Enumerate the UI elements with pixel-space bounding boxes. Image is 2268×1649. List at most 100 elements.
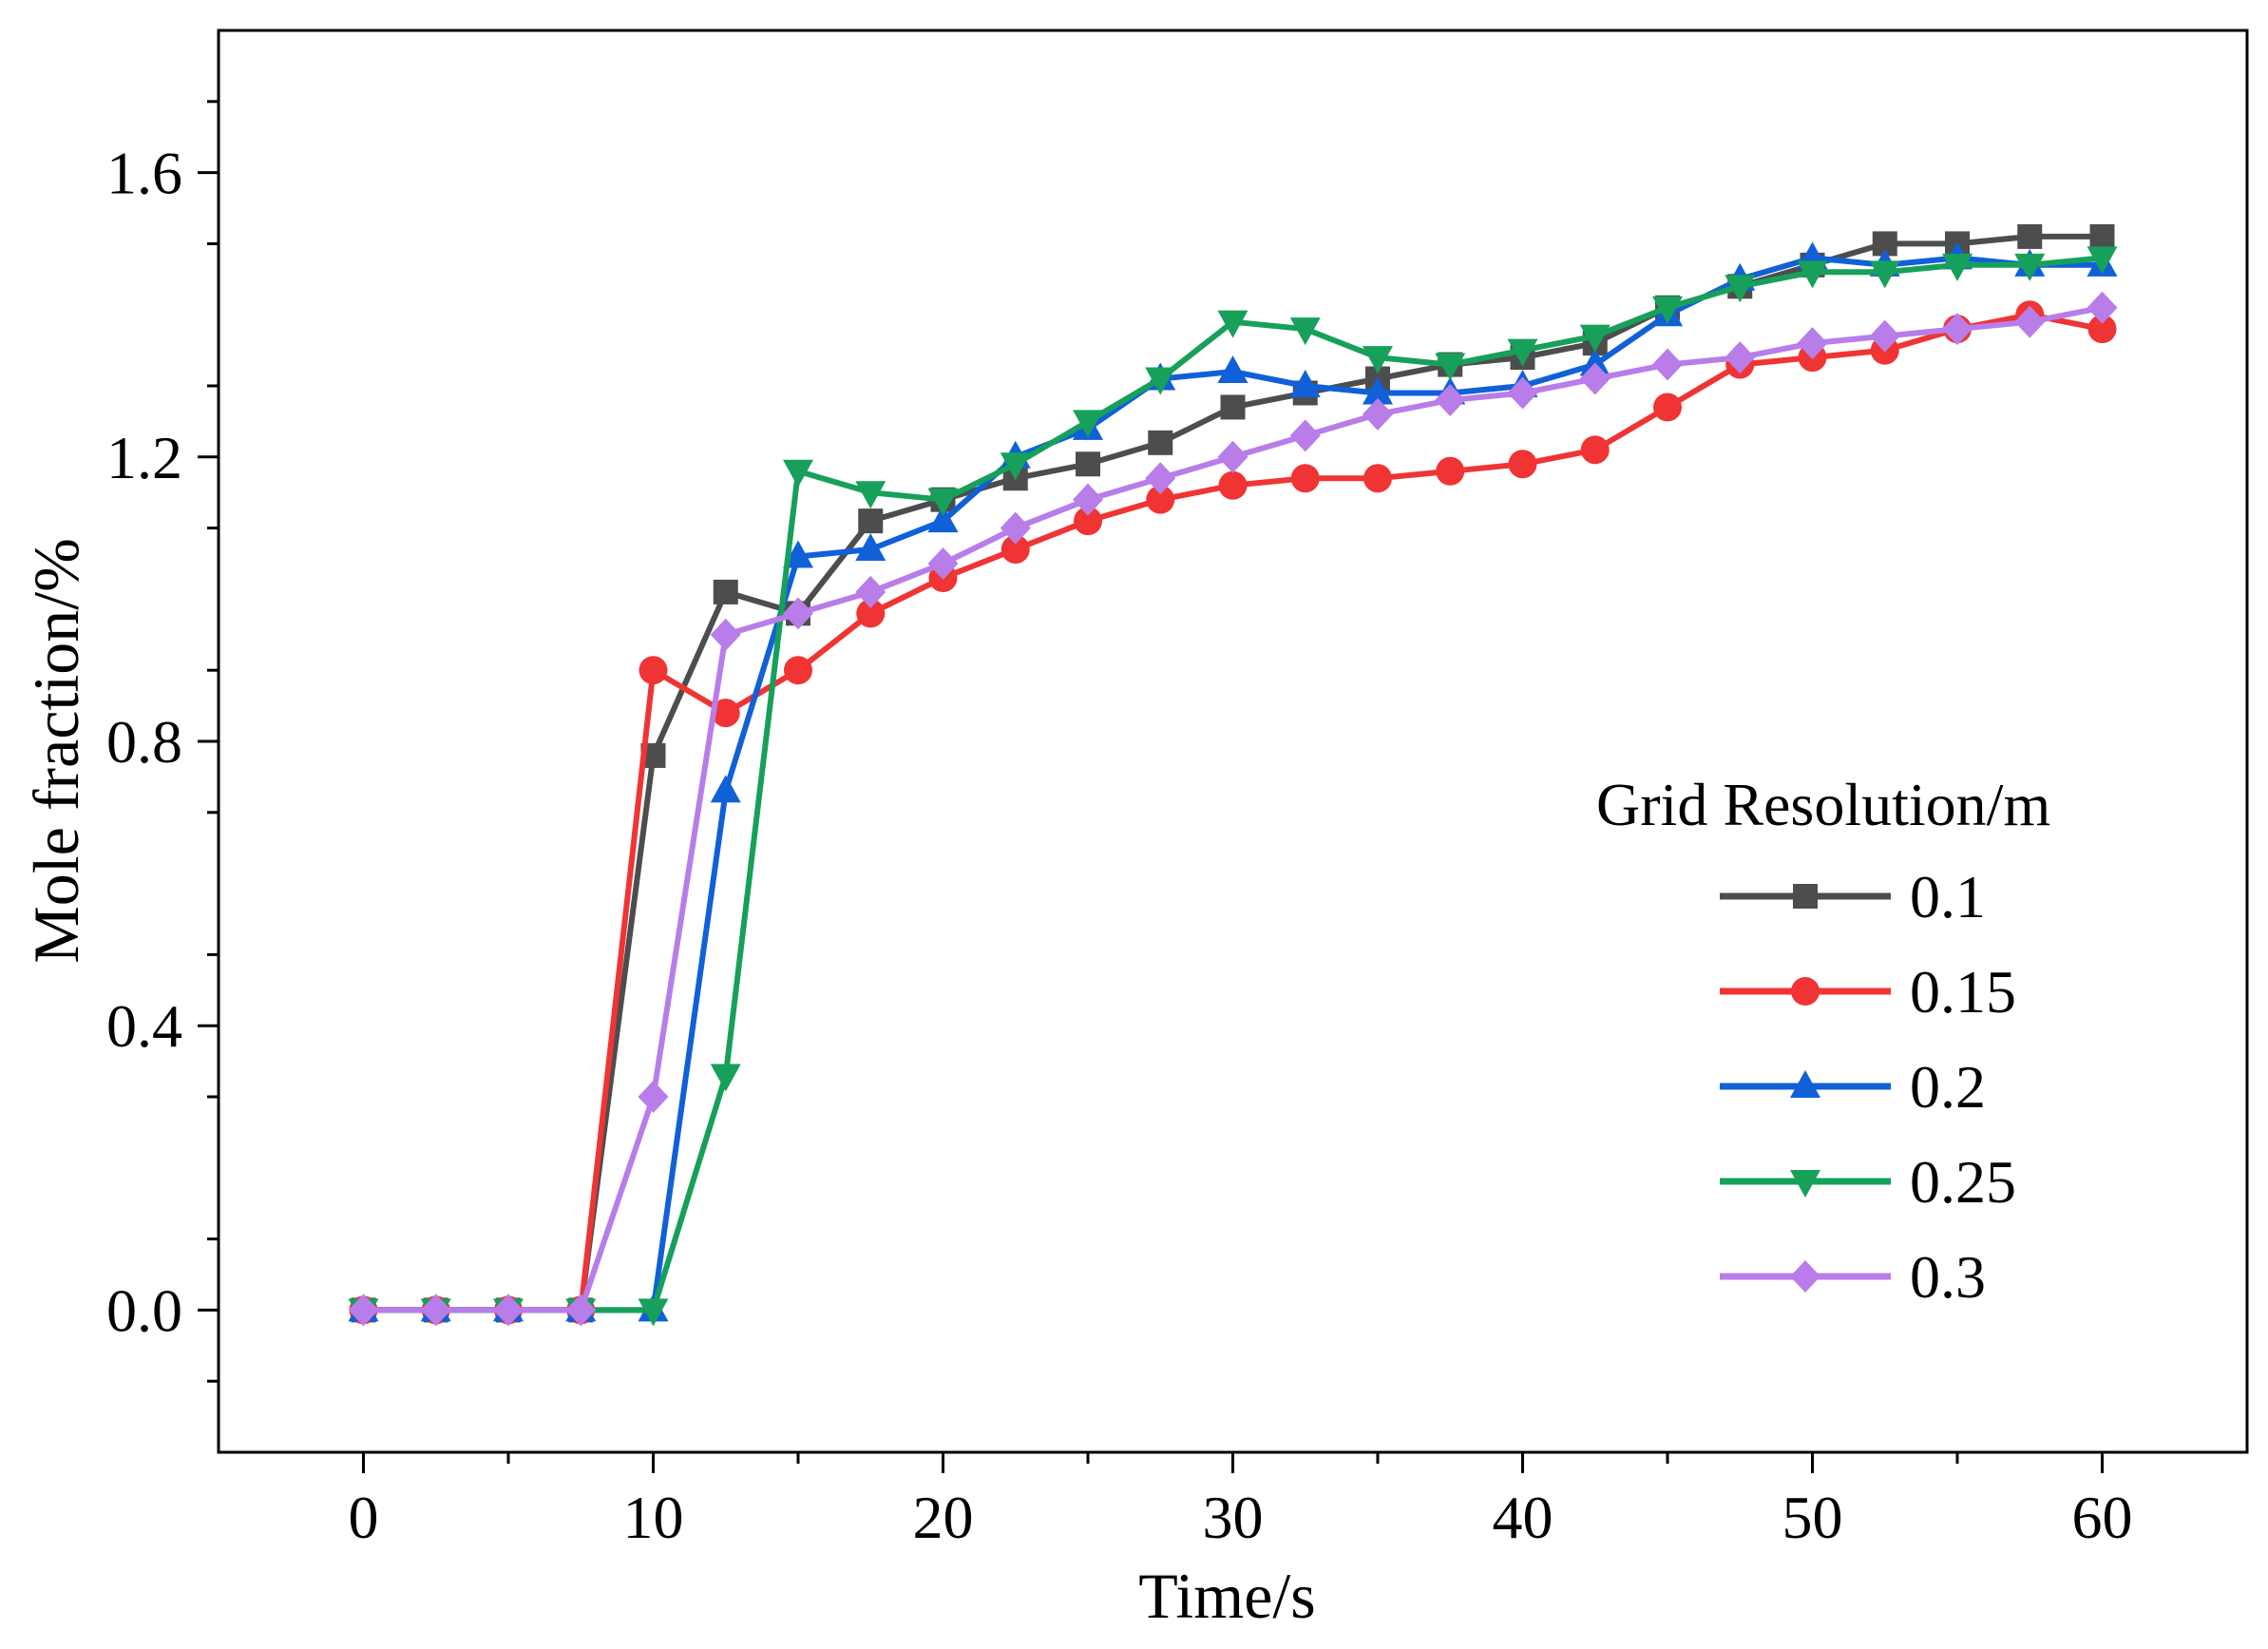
legend-marker — [1793, 884, 1818, 909]
data-point — [2087, 291, 2118, 324]
legend-label: 0.25 — [1910, 1148, 2016, 1216]
data-point — [565, 1294, 597, 1327]
data-point — [1363, 464, 1392, 493]
data-point — [1580, 435, 1610, 465]
data-point — [1725, 275, 1756, 303]
data-point — [1220, 394, 1246, 420]
y-axis-label: Mole fraction/% — [20, 538, 92, 964]
data-point — [2089, 223, 2115, 249]
data-point — [1145, 462, 1176, 495]
legend-marker — [1791, 977, 1820, 1006]
legend-marker — [1790, 1260, 1820, 1293]
data-point — [1436, 456, 1465, 486]
data-point — [348, 1294, 379, 1327]
data-point — [1942, 313, 1973, 346]
data-point — [2087, 315, 2117, 344]
legend-layer: Grid Resolution/m 0.1 0.15 0.2 0.25 0.3 — [1596, 771, 2050, 1311]
legend-item: 0.1 — [1720, 863, 1986, 930]
data-point — [1363, 376, 1393, 405]
y-tick-label: 1.2 — [106, 424, 182, 491]
data-point — [1146, 485, 1175, 514]
data-point — [1000, 511, 1031, 545]
data-point — [783, 597, 813, 630]
data-point — [1148, 430, 1173, 455]
data-point — [1217, 440, 1248, 473]
data-point — [1579, 362, 1610, 395]
data-point — [856, 599, 886, 628]
data-point — [1289, 419, 1321, 452]
data-point — [1073, 483, 1103, 516]
x-axis-label: Time/s — [1138, 1560, 1315, 1632]
data-point — [711, 699, 740, 728]
data-point — [1001, 535, 1030, 565]
legend-marker — [1790, 1070, 1820, 1098]
data-point — [784, 656, 812, 685]
x-tick-label: 10 — [623, 1484, 684, 1551]
data-point — [2087, 246, 2118, 275]
data-point — [1869, 319, 1900, 353]
x-tick-label: 40 — [1493, 1484, 1553, 1551]
data-point — [2014, 305, 2046, 338]
data-point — [855, 575, 886, 608]
data-point — [858, 508, 884, 534]
legend-title: Grid Resolution/m — [1596, 771, 2050, 838]
y-tick-label: 0.4 — [106, 992, 182, 1060]
data-point — [1218, 470, 1248, 500]
data-point — [1725, 341, 1756, 374]
legend-label: 0.15 — [1910, 958, 2016, 1026]
data-point — [1074, 507, 1102, 536]
legend-item: 0.2 — [1720, 1053, 1986, 1121]
legend-label: 0.2 — [1910, 1053, 1986, 1121]
data-point — [1289, 370, 1321, 397]
x-tick-label: 30 — [1203, 1484, 1264, 1551]
data-point — [1145, 367, 1176, 395]
data-point — [1507, 376, 1538, 410]
data-point — [713, 579, 738, 604]
data-point — [1000, 452, 1031, 481]
data-point — [638, 656, 668, 685]
data-point — [1652, 348, 1683, 381]
x-tick-label: 50 — [1782, 1484, 1843, 1551]
data-point — [710, 775, 741, 803]
data-point — [2014, 253, 2046, 281]
data-point — [493, 1294, 524, 1327]
axes-layer: 0 10 20 30 40 50 60 0.0 0.4 0.8 1.2 1.6 Time/s Mole f… — [20, 29, 2249, 1632]
data-point — [1290, 464, 1320, 493]
data-point — [1652, 296, 1683, 324]
y-tick-label: 0.0 — [106, 1276, 182, 1344]
data-point — [1797, 260, 1828, 289]
data-point — [1435, 383, 1466, 416]
data-point — [855, 533, 886, 562]
data-point — [1363, 397, 1393, 431]
data-point — [638, 1081, 669, 1113]
data-point — [927, 547, 959, 580]
x-tick-label: 20 — [913, 1484, 974, 1551]
data-point — [710, 618, 741, 651]
series-layer — [348, 223, 2118, 1327]
x-tick-label: 0 — [349, 1484, 379, 1551]
data-point — [1507, 338, 1538, 367]
data-point — [710, 1064, 741, 1092]
data-point — [1942, 253, 1973, 281]
legend-item: 0.3 — [1720, 1243, 1986, 1311]
data-point — [638, 1298, 669, 1327]
data-point — [1508, 450, 1537, 479]
legend-item: 0.25 — [1720, 1148, 2016, 1216]
data-point — [1217, 310, 1248, 338]
data-point — [1363, 346, 1393, 374]
x-tick-label: 60 — [2072, 1484, 2133, 1551]
data-point — [1797, 327, 1828, 360]
data-point — [783, 540, 813, 568]
y-tick-label: 0.8 — [106, 708, 182, 776]
y-tick-label: 1.6 — [106, 140, 182, 207]
data-point — [1289, 317, 1321, 346]
data-point — [1579, 348, 1610, 376]
data-point — [783, 459, 813, 488]
data-point — [2017, 223, 2043, 249]
legend-marker — [1790, 1170, 1820, 1198]
data-point — [1653, 393, 1682, 422]
data-point — [1076, 451, 1100, 477]
data-point — [1579, 324, 1610, 353]
